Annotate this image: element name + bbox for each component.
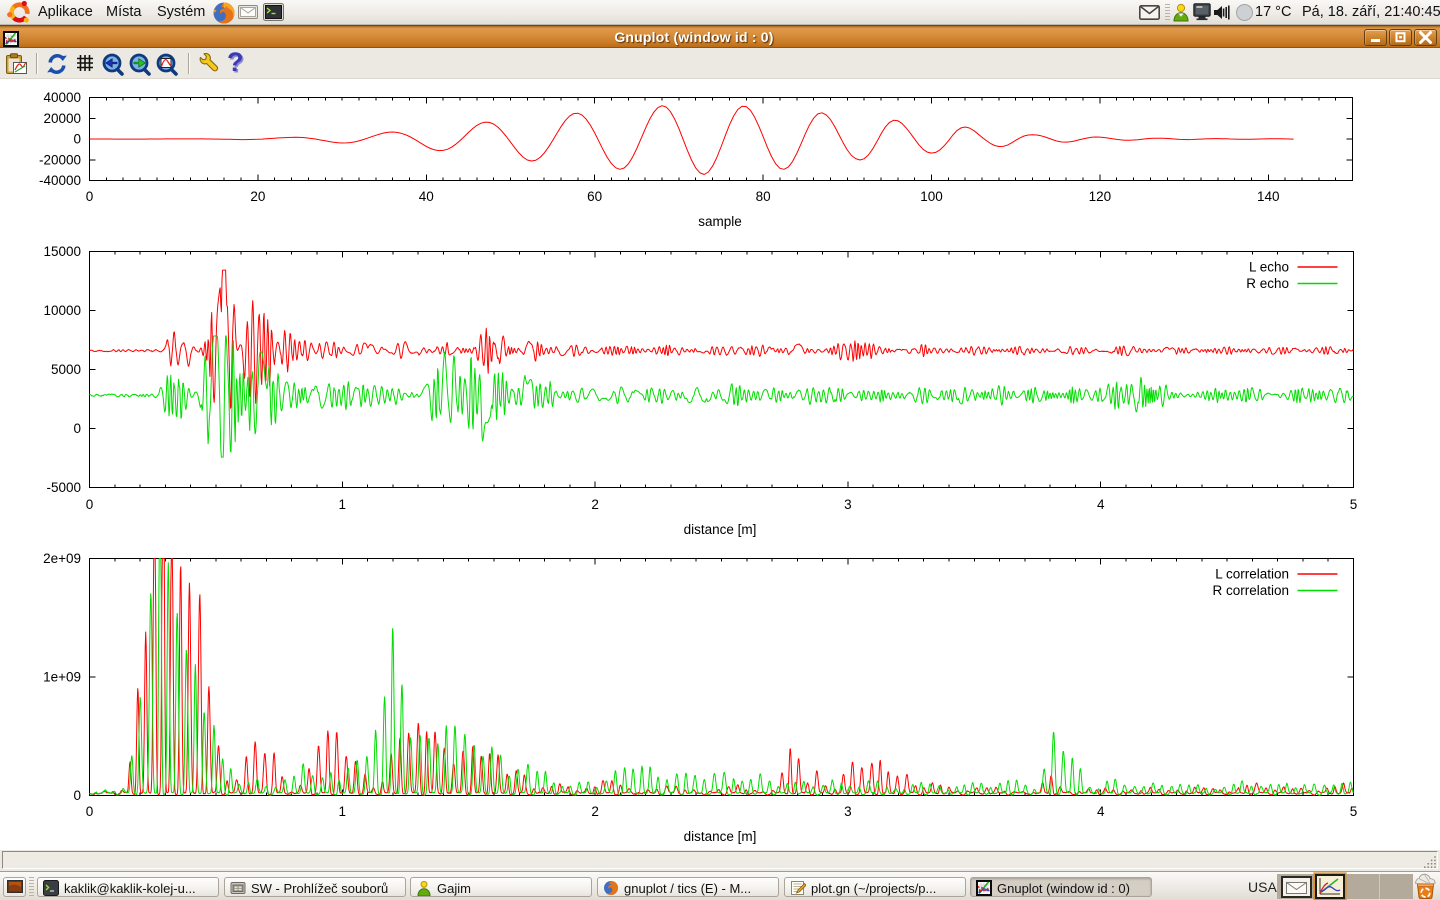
svg-text:2: 2 [591,497,599,512]
svg-text:-40000: -40000 [39,173,81,188]
svg-text:L correlation: L correlation [1215,567,1289,582]
svg-text:40: 40 [419,189,434,204]
svg-text:5000: 5000 [51,362,81,377]
svg-text:1: 1 [339,497,347,512]
svg-text:40000: 40000 [43,90,81,105]
svg-text:140: 140 [1257,189,1280,204]
svg-text:distance [m]: distance [m] [684,829,757,844]
svg-text:0: 0 [86,497,94,512]
svg-text:distance [m]: distance [m] [684,522,757,537]
svg-text:0: 0 [73,132,81,147]
svg-text:R correlation: R correlation [1212,583,1289,598]
svg-text:100: 100 [920,189,943,204]
svg-text:1: 1 [339,804,347,819]
svg-text:R echo: R echo [1246,276,1289,291]
svg-text:3: 3 [844,497,852,512]
svg-text:5: 5 [1350,804,1358,819]
svg-text:20000: 20000 [43,111,81,126]
svg-text:120: 120 [1089,189,1112,204]
svg-text:0: 0 [86,189,94,204]
svg-text:2: 2 [591,804,599,819]
svg-text:4: 4 [1097,497,1105,512]
svg-text:80: 80 [756,189,771,204]
svg-text:sample: sample [698,214,742,229]
svg-text:3: 3 [844,804,852,819]
svg-text:-5000: -5000 [46,480,81,495]
svg-text:-20000: -20000 [39,152,81,167]
svg-text:0: 0 [73,421,81,436]
svg-text:2e+09: 2e+09 [43,551,81,566]
svg-text:0: 0 [86,804,94,819]
svg-text:60: 60 [587,189,602,204]
svg-text:15000: 15000 [43,244,81,259]
svg-text:0: 0 [73,788,81,803]
svg-text:L echo: L echo [1249,260,1289,275]
svg-text:5: 5 [1350,497,1358,512]
svg-text:4: 4 [1097,804,1105,819]
svg-text:20: 20 [250,189,265,204]
svg-text:10000: 10000 [43,303,81,318]
svg-text:1e+09: 1e+09 [43,670,81,685]
